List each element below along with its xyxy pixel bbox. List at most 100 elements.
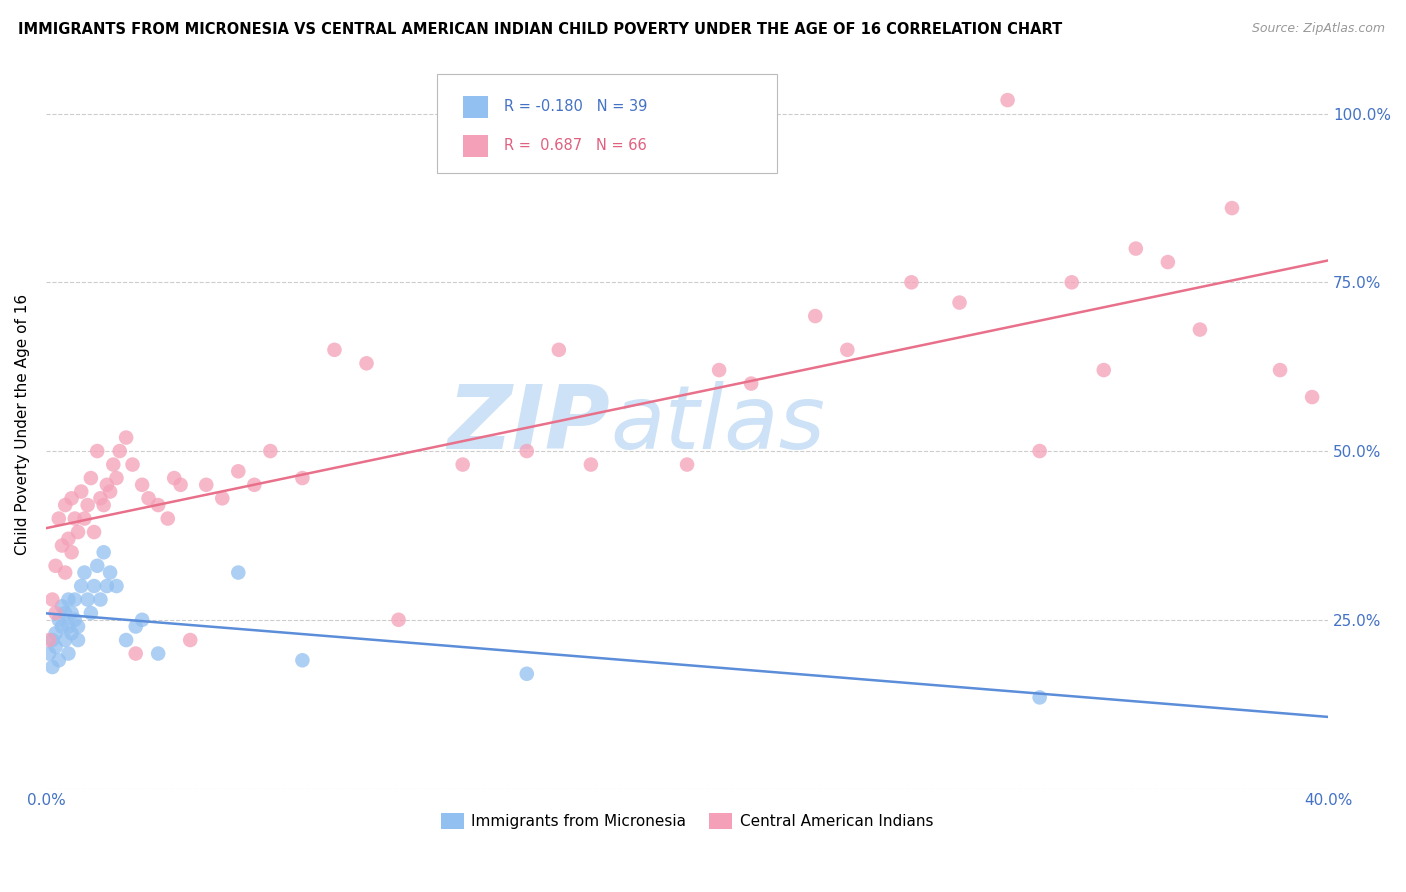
Point [45, 640, 67, 654]
Point [226, 566, 249, 580]
Point [837, 343, 859, 357]
Point [1125, 242, 1147, 256]
Point [51, 619, 73, 633]
Point [900, 276, 922, 290]
Point [121, 458, 143, 472]
Legend: Immigrants from Micronesia, Central American Indians: Immigrants from Micronesia, Central Amer… [434, 807, 939, 836]
Point [89, 592, 111, 607]
Point [73, 511, 96, 525]
Point [86, 444, 108, 458]
Point [96, 478, 118, 492]
Point [226, 464, 249, 478]
Point [115, 431, 138, 445]
Point [125, 619, 148, 633]
Point [51, 539, 73, 553]
Point [131, 613, 153, 627]
Point [98, 566, 121, 580]
Point [63, 613, 86, 627]
Point [547, 343, 569, 357]
Point [1028, 690, 1050, 705]
Point [169, 478, 191, 492]
FancyBboxPatch shape [463, 95, 488, 118]
Point [146, 647, 169, 661]
Point [45, 606, 67, 620]
Point [38, 633, 60, 648]
Point [80, 606, 103, 620]
Point [53, 633, 76, 648]
Point [41, 660, 63, 674]
Y-axis label: Child Poverty Under the Age of 16: Child Poverty Under the Age of 16 [15, 293, 30, 555]
Point [93, 498, 115, 512]
Point [98, 484, 121, 499]
Point [323, 343, 346, 357]
Text: IMMIGRANTS FROM MICRONESIA VS CENTRAL AMERICAN INDIAN CHILD POVERTY UNDER THE AG: IMMIGRANTS FROM MICRONESIA VS CENTRAL AM… [18, 22, 1063, 37]
Point [516, 666, 538, 681]
Point [66, 524, 89, 539]
Point [63, 592, 86, 607]
Point [125, 647, 148, 661]
Point [1157, 255, 1180, 269]
Point [1028, 444, 1050, 458]
Point [356, 356, 378, 370]
Point [179, 633, 201, 648]
Point [1220, 201, 1243, 215]
Point [41, 592, 63, 607]
Point [1188, 322, 1211, 336]
Point [1060, 276, 1083, 290]
Point [76, 592, 98, 607]
Point [48, 613, 70, 627]
Point [1268, 363, 1291, 377]
Point [108, 444, 131, 458]
Point [707, 363, 730, 377]
Point [1092, 363, 1115, 377]
Point [48, 653, 70, 667]
Point [156, 511, 179, 525]
Point [138, 491, 160, 506]
Point [115, 633, 138, 648]
Point [83, 579, 105, 593]
Point [76, 498, 98, 512]
Point [66, 633, 89, 648]
Text: R =  0.687   N = 66: R = 0.687 N = 66 [503, 138, 647, 153]
Point [80, 471, 103, 485]
Point [48, 511, 70, 525]
Point [51, 599, 73, 614]
Point [676, 458, 699, 472]
Point [89, 491, 111, 506]
Point [53, 498, 76, 512]
Point [105, 579, 128, 593]
Point [53, 606, 76, 620]
Point [41, 633, 63, 648]
Point [1301, 390, 1323, 404]
Point [73, 566, 96, 580]
Point [516, 444, 538, 458]
Text: R = -0.180   N = 39: R = -0.180 N = 39 [503, 99, 647, 114]
Point [58, 592, 80, 607]
Point [60, 491, 83, 506]
Point [83, 524, 105, 539]
FancyBboxPatch shape [437, 74, 776, 172]
Point [86, 558, 108, 573]
Point [58, 619, 80, 633]
Point [146, 498, 169, 512]
Point [997, 93, 1019, 107]
Point [66, 619, 89, 633]
Point [948, 295, 970, 310]
Point [103, 458, 125, 472]
Point [93, 545, 115, 559]
Point [53, 566, 76, 580]
Point [60, 545, 83, 559]
Point [45, 558, 67, 573]
Text: ZIP: ZIP [447, 381, 610, 467]
Point [291, 653, 314, 667]
Point [740, 376, 762, 391]
Point [211, 491, 233, 506]
Point [105, 471, 128, 485]
Point [195, 478, 218, 492]
FancyBboxPatch shape [463, 135, 488, 157]
Point [243, 478, 266, 492]
Text: atlas: atlas [610, 381, 825, 467]
Point [38, 647, 60, 661]
Point [45, 626, 67, 640]
Point [60, 606, 83, 620]
